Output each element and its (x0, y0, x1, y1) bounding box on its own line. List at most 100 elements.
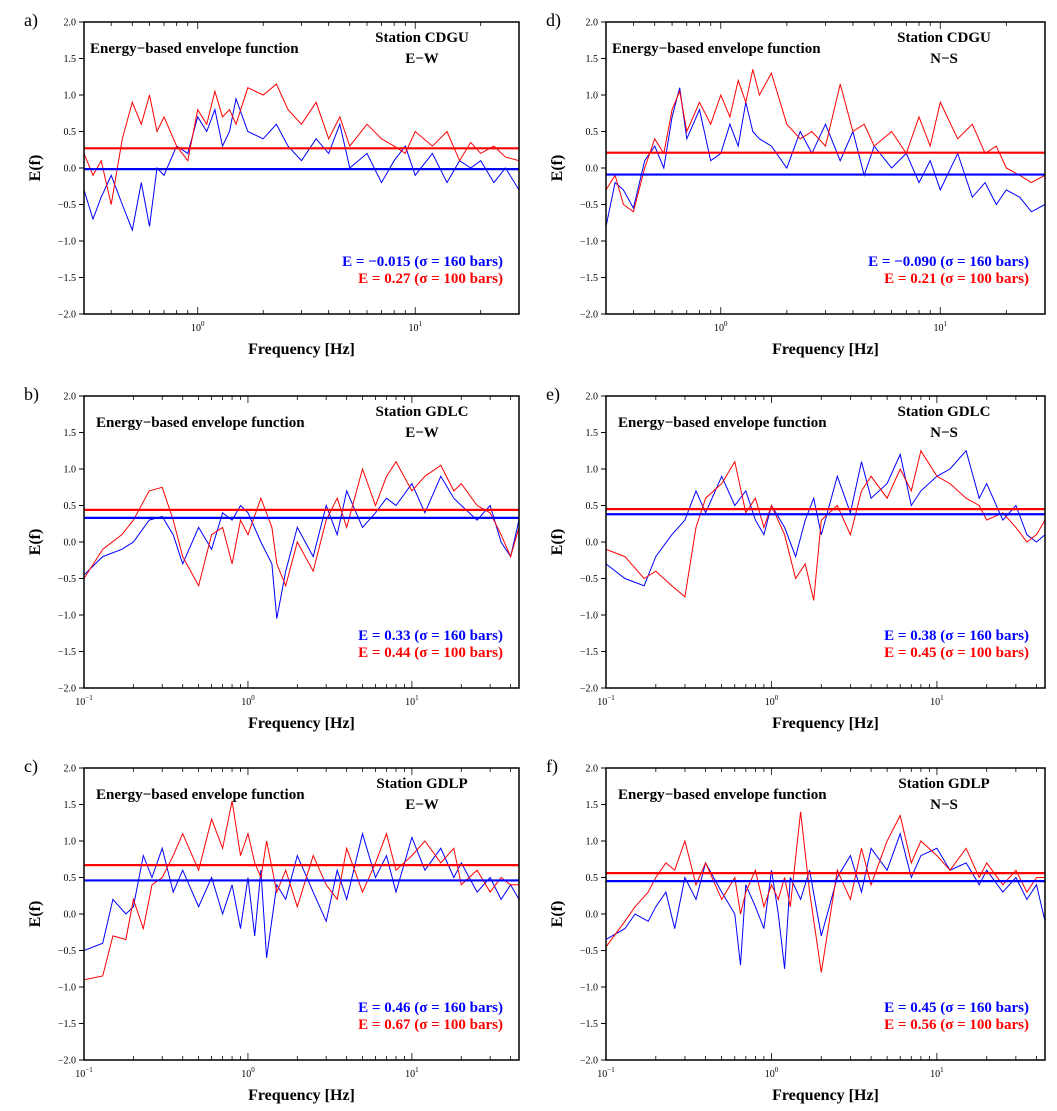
y-tick-label: −1.5 (58, 647, 76, 658)
series-line-blue (606, 449, 1045, 587)
y-tick-label: −0.5 (58, 574, 76, 585)
x-axis-label: Frequency [Hz] (248, 341, 355, 358)
envelope-title: Energy−based envelope function (618, 415, 827, 431)
series-line-blue (84, 96, 519, 232)
plot-frame (83, 21, 520, 315)
legend-blue: E = 0.45 (σ = 160 bars) (884, 1000, 1029, 1016)
x-tick-label: 101 (405, 694, 419, 708)
x-tick-label: 100 (765, 694, 779, 708)
series-line-red (84, 83, 519, 205)
x-tick-label-exp: 0 (251, 694, 255, 702)
y-tick-label: −1.0 (58, 611, 76, 622)
x-tick-label-exp: 1 (944, 320, 948, 328)
y-tick-label: 1.5 (64, 54, 77, 65)
y-tick-label: −1.0 (580, 611, 598, 622)
envelope-title: Energy−based envelope function (96, 415, 305, 431)
x-tick-label-base: 10 (597, 697, 607, 708)
x-tick-label-exp: 1 (415, 694, 419, 702)
station-label: Station CDGU (375, 30, 469, 46)
y-tick-label: −0.5 (58, 200, 76, 211)
x-tick-label-base: 10 (765, 697, 775, 708)
y-tick-label: 1.5 (64, 428, 77, 439)
x-tick-label-base: 10 (930, 697, 940, 708)
legend-blue: E = −0.090 (σ = 160 bars) (868, 254, 1029, 270)
x-tick-label-exp: 0 (775, 694, 779, 702)
y-tick-label: 0.5 (64, 127, 77, 138)
y-tick-label: 1.0 (586, 837, 599, 848)
plot-frame (605, 21, 1046, 315)
panel-letter: e) (546, 384, 560, 405)
x-tick-label-exp: 1 (415, 1066, 419, 1074)
x-tick-label-exp: 1 (940, 694, 944, 702)
y-tick-label: 0.5 (586, 873, 599, 884)
series-line-blue (606, 831, 1045, 969)
y-tick-label: −1.5 (58, 1019, 76, 1030)
x-tick-label-base: 10 (930, 1069, 940, 1080)
y-tick-label: 0.5 (586, 501, 599, 512)
plot-frame (605, 395, 1046, 689)
x-tick-label: 10−1 (75, 694, 93, 708)
x-tick-label-base: 10 (241, 697, 251, 708)
series-line-red (606, 449, 1045, 601)
x-tick-label-exp: 0 (775, 1066, 779, 1074)
legend-red: E = 0.44 (σ = 100 bars) (358, 645, 503, 661)
y-tick-label: 2.0 (64, 392, 77, 403)
envelope-title: Energy−based envelope function (90, 41, 299, 57)
envelope-title: Energy−based envelope function (612, 41, 821, 57)
y-tick-label: 1.5 (586, 800, 599, 811)
x-tick-label-base: 10 (765, 1069, 775, 1080)
y-tick-label: 2.0 (586, 764, 599, 775)
legend-blue: E = 0.46 (σ = 160 bars) (358, 1000, 503, 1016)
station-label: Station GDLC (898, 404, 991, 420)
y-tick-label: 2.0 (586, 392, 599, 403)
x-tick-label-exp: −1 (607, 1066, 615, 1074)
x-tick-label: 10−1 (597, 694, 615, 708)
x-tick-label: 101 (408, 320, 422, 334)
panel-letter: d) (546, 10, 561, 31)
component-label: N−S (930, 51, 958, 67)
y-tick-label: −1.5 (580, 1019, 598, 1030)
x-tick-label-exp: −1 (85, 694, 93, 702)
x-tick-label-base: 10 (597, 1069, 607, 1080)
y-tick-label: 0.0 (64, 164, 77, 175)
chart-panel-e: e) 2.01.51.00.50.0−0.5−1.0−1.5−2.010−1 100… (546, 384, 1046, 732)
x-tick-label: 100 (241, 694, 255, 708)
y-tick-label: −2.0 (580, 684, 598, 695)
legend-red: E = 0.67 (σ = 100 bars) (358, 1017, 503, 1033)
legend-blue: E = 0.38 (σ = 160 bars) (884, 628, 1029, 644)
panel-letter: f) (546, 756, 558, 777)
y-tick-label: 1.0 (64, 837, 77, 848)
series-line-red (84, 800, 519, 981)
series-line-blue (84, 831, 519, 958)
x-tick-label-exp: 1 (418, 320, 422, 328)
component-label: E−W (405, 797, 439, 813)
envelope-title: Energy−based envelope function (618, 787, 827, 803)
envelope-title: Energy−based envelope function (96, 787, 305, 803)
y-axis-label: E(f) (27, 529, 44, 556)
y-axis-label: E(f) (549, 155, 566, 182)
plot-frame (83, 395, 520, 689)
y-tick-label: 2.0 (586, 18, 599, 29)
chart-panel-f: f) 2.01.51.00.50.0−0.5−1.0−1.5−2.010−1 100… (546, 756, 1046, 1104)
legend-blue: E = −0.015 (σ = 160 bars) (342, 254, 503, 270)
chart-panel-c: c) 2.01.51.00.50.0−0.5−1.0−1.5−2.010−1 100… (24, 756, 520, 1104)
series-line-blue (606, 87, 1045, 227)
y-axis-label: E(f) (27, 901, 44, 928)
x-tick-label-base: 10 (408, 323, 418, 334)
chart-panel-b: b) 2.01.51.00.50.0−0.5−1.0−1.5−2.010−1 100… (24, 384, 520, 732)
component-label: N−S (930, 425, 958, 441)
legend-red: E = 0.27 (σ = 100 bars) (358, 271, 503, 287)
x-axis-label: Frequency [Hz] (248, 715, 355, 732)
y-tick-label: −2.0 (580, 1056, 598, 1067)
station-label: Station GDLC (376, 404, 469, 420)
y-tick-label: −2.0 (58, 310, 76, 321)
x-tick-label-exp: −1 (607, 694, 615, 702)
y-tick-label: −0.5 (58, 946, 76, 957)
y-tick-label: 0.0 (586, 538, 599, 549)
x-axis-label: Frequency [Hz] (772, 1087, 879, 1104)
y-tick-label: 1.5 (586, 428, 599, 439)
x-tick-label: 100 (241, 1066, 255, 1080)
x-tick-label: 100 (765, 1066, 779, 1080)
y-tick-label: 1.0 (64, 465, 77, 476)
x-tick-label-exp: 0 (201, 320, 205, 328)
